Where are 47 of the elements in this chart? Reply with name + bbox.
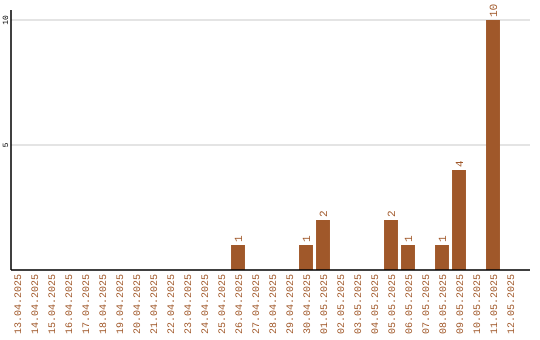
x-tick-label: 22.04.2025 bbox=[167, 274, 178, 334]
bar bbox=[316, 220, 330, 270]
x-tick-label: 29.04.2025 bbox=[286, 274, 297, 334]
x-tick-label: 09.05.2025 bbox=[456, 274, 467, 334]
x-tick-label: 13.04.2025 bbox=[14, 274, 25, 334]
bar bbox=[435, 245, 449, 270]
bar bbox=[452, 170, 466, 270]
data-label: 4 bbox=[455, 160, 467, 167]
x-tick-label: 27.04.2025 bbox=[252, 274, 263, 334]
x-tick-label: 28.04.2025 bbox=[269, 274, 280, 334]
x-tick-label: 20.04.2025 bbox=[133, 274, 144, 334]
x-tick-label: 21.04.2025 bbox=[150, 274, 161, 334]
x-tick-label: 06.05.2025 bbox=[405, 274, 416, 334]
bar bbox=[231, 245, 245, 270]
x-tick-label: 24.04.2025 bbox=[201, 274, 212, 334]
x-tick-label: 01.05.2025 bbox=[320, 274, 331, 334]
bar bbox=[486, 20, 500, 270]
x-tick-label: 26.04.2025 bbox=[235, 274, 246, 334]
bar bbox=[299, 245, 313, 270]
x-tick-label: 10.05.2025 bbox=[473, 274, 484, 334]
bar bbox=[401, 245, 415, 270]
bar bbox=[384, 220, 398, 270]
data-label: 1 bbox=[302, 235, 314, 242]
data-label: 10 bbox=[489, 4, 501, 17]
x-tick-label: 05.05.2025 bbox=[388, 274, 399, 334]
x-tick-label: 30.04.2025 bbox=[303, 274, 314, 334]
data-label: 2 bbox=[387, 210, 399, 217]
x-tick-label: 08.05.2025 bbox=[439, 274, 450, 334]
data-label: 1 bbox=[234, 235, 246, 242]
x-tick-label: 11.05.2025 bbox=[490, 274, 501, 334]
data-label: 2 bbox=[319, 210, 331, 217]
x-tick-label: 12.05.2025 bbox=[507, 274, 518, 334]
x-tick-label: 07.05.2025 bbox=[422, 274, 433, 334]
x-tick-label: 04.05.2025 bbox=[371, 274, 382, 334]
x-tick-label: 23.04.2025 bbox=[184, 274, 195, 334]
x-tick-label: 15.04.2025 bbox=[48, 274, 59, 334]
x-tick-label: 18.04.2025 bbox=[99, 274, 110, 334]
x-tick-label: 03.05.2025 bbox=[354, 274, 365, 334]
x-tick-label: 19.04.2025 bbox=[116, 274, 127, 334]
data-label: 1 bbox=[438, 235, 450, 242]
x-tick-label: 14.04.2025 bbox=[31, 274, 42, 334]
x-tick-label: 16.04.2025 bbox=[65, 274, 76, 334]
data-label: 1 bbox=[404, 235, 416, 242]
y-tick-label: 5 bbox=[2, 142, 11, 148]
x-tick-label: 25.04.2025 bbox=[218, 274, 229, 334]
x-tick-label: 17.04.2025 bbox=[82, 274, 93, 334]
x-tick-label: 02.05.2025 bbox=[337, 274, 348, 334]
